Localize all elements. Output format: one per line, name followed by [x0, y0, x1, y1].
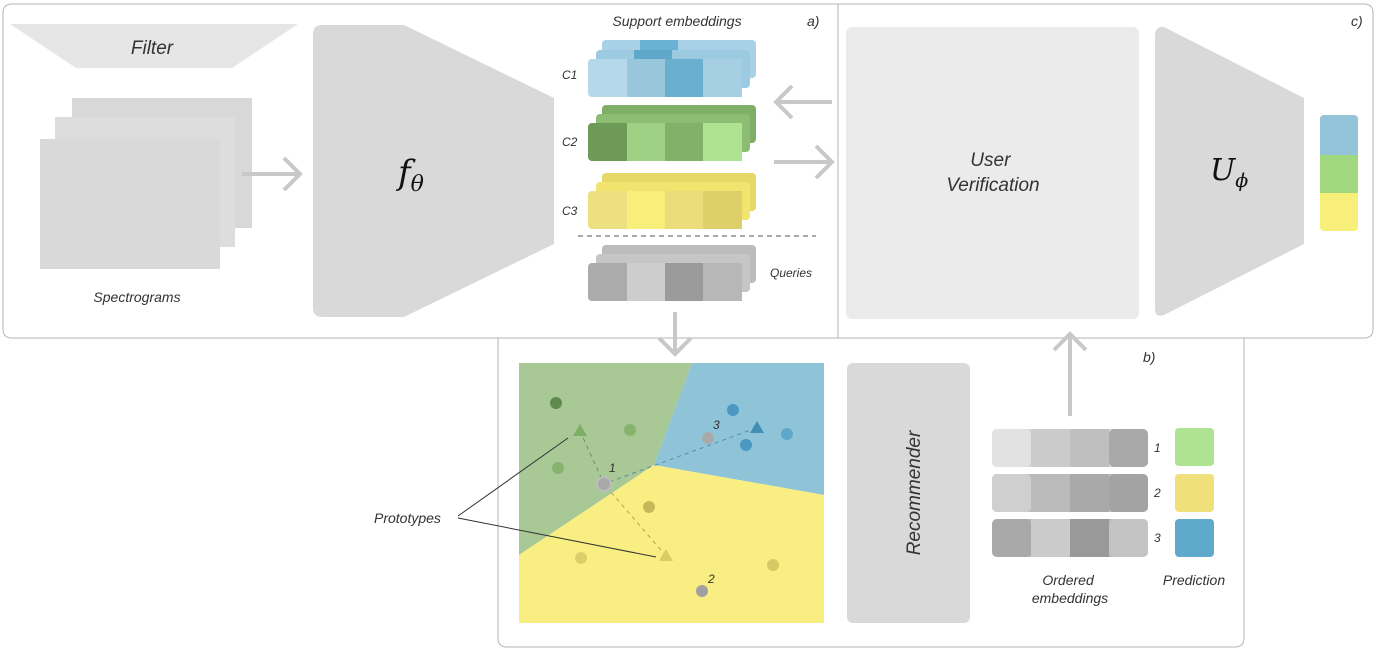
user-verification-label: User Verification: [946, 150, 1039, 196]
rank-3-label: 3: [1154, 531, 1161, 545]
blue-prototype: [750, 421, 764, 433]
support-embeddings-label: Support embeddings: [612, 13, 741, 29]
recommender-label: Recommender: [904, 430, 925, 555]
support-stack-c1: [588, 40, 756, 97]
query-point-3: [702, 432, 714, 444]
support-stack-c2: [588, 105, 756, 161]
panel-c-frame: [837, 3, 1374, 339]
prediction-swatch-1: [1175, 428, 1214, 466]
prediction-swatch-2: [1175, 474, 1214, 512]
blue-point: [727, 404, 739, 416]
u-model-symbol: Uϕ: [1210, 153, 1248, 192]
embedding-space: 1 2 3: [519, 363, 824, 623]
support-stack-c3: [588, 173, 756, 229]
yellow-point: [643, 501, 655, 513]
blue-point: [740, 439, 752, 451]
green-prototype: [573, 424, 587, 436]
arrow-from-verification: [773, 84, 832, 120]
ordered-embeddings-label: Ordered embeddings: [1032, 572, 1108, 606]
distance-line-green: [579, 430, 605, 485]
green-point: [550, 397, 562, 409]
region-blue: [654, 363, 824, 495]
prototypes-label: Prototypes: [374, 510, 441, 526]
prediction-swatch-3: [1175, 519, 1214, 557]
region-yellow: [519, 465, 824, 623]
queries-label: Queries: [770, 266, 812, 280]
arrow-to-embedding-space: [657, 312, 693, 357]
arrow-to-user-verification: [1052, 331, 1088, 416]
verification-output-bar: [1320, 115, 1358, 231]
query-stack: [588, 245, 756, 301]
query-3-label: 3: [713, 418, 720, 432]
recommender-block: [847, 363, 970, 623]
yellow-point: [767, 559, 779, 571]
spectrograms-label: Spectrograms: [93, 289, 180, 305]
region-green: [519, 363, 692, 555]
panel-b-frame: [497, 338, 1245, 648]
c3-label: C3: [562, 204, 578, 218]
panel-b-label: b): [1143, 349, 1155, 365]
distance-line-blue: [603, 427, 757, 485]
query-2-label: 2: [707, 572, 715, 586]
ordered-embedding-3: [992, 519, 1148, 557]
rank-2-label: 2: [1153, 486, 1161, 500]
ordered-embedding-2: [992, 474, 1148, 512]
filter-block: [10, 24, 298, 68]
filter-label: Filter: [131, 38, 174, 59]
rank-1-label: 1: [1154, 441, 1161, 455]
prototypes-pointer-1: [457, 437, 569, 517]
yellow-point: [575, 552, 587, 564]
green-point: [624, 424, 636, 436]
yellow-prototype: [659, 549, 673, 561]
panel-c-label: c): [1351, 13, 1363, 29]
spectrogram-front: [40, 139, 220, 269]
user-verification-block: [846, 27, 1139, 319]
ordered-embedding-1: [992, 429, 1148, 467]
prediction-label: Prediction: [1163, 572, 1225, 588]
panel-a-frame: [2, 3, 839, 339]
arrow-to-verification: [774, 144, 835, 180]
c1-label: C1: [562, 68, 577, 82]
arrow-to-encoder: [242, 156, 303, 192]
encoder-block: [313, 25, 554, 317]
panel-a-label: a): [807, 13, 819, 29]
blue-point: [781, 428, 793, 440]
query-point-2: [696, 585, 708, 597]
prototypes-pointer-2: [457, 517, 657, 558]
u-model-block: [1155, 26, 1304, 316]
green-point: [552, 462, 564, 474]
query-1-label: 1: [609, 461, 616, 475]
c2-label: C2: [562, 135, 578, 149]
query-point-1-core: [598, 478, 610, 490]
